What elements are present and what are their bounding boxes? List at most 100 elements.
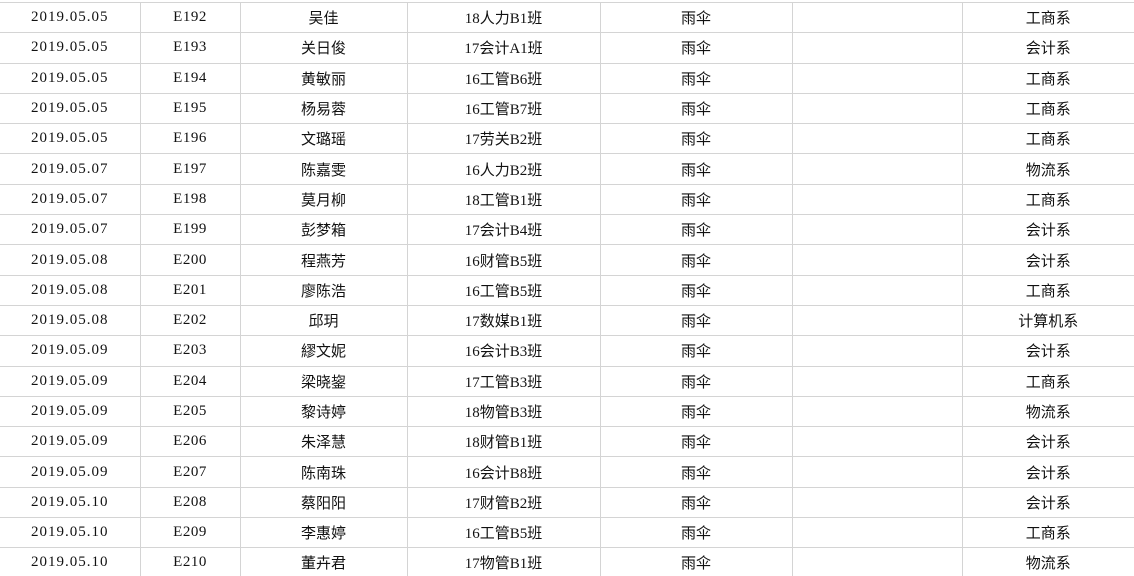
cell-id[interactable]: E203 — [140, 335, 241, 367]
cell-class[interactable]: 17会计B4班 — [407, 214, 601, 246]
cell-id[interactable]: E197 — [140, 153, 241, 185]
cell-department[interactable]: 会计系 — [962, 244, 1134, 276]
cell-empty[interactable] — [792, 517, 963, 549]
cell-class[interactable]: 18人力B1班 — [407, 1, 601, 34]
cell-date[interactable]: 2019.05.10 — [0, 487, 141, 519]
cell-id[interactable]: E209 — [140, 517, 241, 549]
cell-id[interactable]: E198 — [140, 184, 241, 216]
cell-name[interactable]: 陈南珠 — [240, 456, 408, 488]
cell-id[interactable]: E200 — [140, 244, 241, 276]
cell-date[interactable]: 2019.05.05 — [0, 63, 141, 94]
cell-id[interactable]: E196 — [140, 123, 241, 155]
cell-name[interactable]: 程燕芳 — [240, 244, 408, 276]
cell-name[interactable]: 廖陈浩 — [240, 275, 408, 306]
cell-id[interactable]: E194 — [140, 63, 241, 94]
cell-date[interactable]: 2019.05.09 — [0, 426, 141, 458]
cell-empty[interactable] — [792, 487, 963, 519]
cell-class[interactable]: 16会计B3班 — [407, 335, 601, 367]
cell-item[interactable]: 雨伞 — [600, 547, 793, 576]
cell-id[interactable]: E192 — [140, 1, 241, 34]
cell-date[interactable]: 2019.05.09 — [0, 396, 141, 428]
cell-id[interactable]: E208 — [140, 487, 241, 519]
cell-class[interactable]: 18工管B1班 — [407, 184, 601, 216]
cell-item[interactable]: 雨伞 — [600, 487, 793, 519]
cell-class[interactable]: 16财管B5班 — [407, 244, 601, 276]
cell-item[interactable]: 雨伞 — [600, 305, 793, 337]
cell-class[interactable]: 17财管B2班 — [407, 487, 601, 519]
cell-item[interactable]: 雨伞 — [600, 214, 793, 246]
cell-class[interactable]: 16工管B5班 — [407, 517, 601, 549]
cell-class[interactable]: 16工管B6班 — [407, 63, 601, 94]
cell-department[interactable]: 工商系 — [962, 366, 1134, 397]
cell-class[interactable]: 17工管B3班 — [407, 366, 601, 397]
cell-item[interactable]: 雨伞 — [600, 366, 793, 397]
cell-date[interactable]: 2019.05.10 — [0, 547, 141, 576]
cell-id[interactable]: E193 — [140, 32, 241, 64]
cell-date[interactable]: 2019.05.07 — [0, 214, 141, 246]
cell-id[interactable]: E202 — [140, 305, 241, 337]
cell-empty[interactable] — [792, 305, 963, 337]
cell-date[interactable]: 2019.05.05 — [0, 93, 141, 125]
cell-id[interactable]: E206 — [140, 426, 241, 458]
cell-department[interactable]: 工商系 — [962, 184, 1134, 216]
cell-department[interactable]: 物流系 — [962, 153, 1134, 185]
cell-class[interactable]: 16人力B2班 — [407, 153, 601, 185]
cell-item[interactable]: 雨伞 — [600, 1, 793, 34]
cell-empty[interactable] — [792, 32, 963, 64]
cell-department[interactable]: 物流系 — [962, 547, 1134, 576]
cell-empty[interactable] — [792, 123, 963, 155]
cell-date[interactable]: 2019.05.07 — [0, 153, 141, 185]
cell-department[interactable]: 工商系 — [962, 63, 1134, 94]
cell-date[interactable]: 2019.05.09 — [0, 456, 141, 488]
cell-empty[interactable] — [792, 153, 963, 185]
cell-class[interactable]: 18财管B1班 — [407, 426, 601, 458]
cell-date[interactable]: 2019.05.10 — [0, 517, 141, 549]
cell-name[interactable]: 文璐瑶 — [240, 123, 408, 155]
cell-item[interactable]: 雨伞 — [600, 275, 793, 306]
cell-empty[interactable] — [792, 426, 963, 458]
cell-department[interactable]: 会计系 — [962, 456, 1134, 488]
cell-name[interactable]: 蔡阳阳 — [240, 487, 408, 519]
cell-department[interactable]: 会计系 — [962, 487, 1134, 519]
cell-item[interactable]: 雨伞 — [600, 517, 793, 549]
cell-name[interactable]: 梁晓鋆 — [240, 366, 408, 397]
cell-name[interactable]: 莫月柳 — [240, 184, 408, 216]
cell-department[interactable]: 工商系 — [962, 1, 1134, 34]
cell-class[interactable]: 17劳关B2班 — [407, 123, 601, 155]
cell-name[interactable]: 杨易蓉 — [240, 93, 408, 125]
cell-class[interactable]: 17会计A1班 — [407, 32, 601, 64]
cell-date[interactable]: 2019.05.09 — [0, 366, 141, 397]
cell-item[interactable]: 雨伞 — [600, 244, 793, 276]
cell-class[interactable]: 17物管B1班 — [407, 547, 601, 576]
cell-department[interactable]: 工商系 — [962, 123, 1134, 155]
cell-item[interactable]: 雨伞 — [600, 335, 793, 367]
cell-name[interactable]: 董卉君 — [240, 547, 408, 576]
cell-name[interactable]: 繆文妮 — [240, 335, 408, 367]
cell-id[interactable]: E195 — [140, 93, 241, 125]
cell-date[interactable]: 2019.05.08 — [0, 305, 141, 337]
cell-department[interactable]: 物流系 — [962, 396, 1134, 428]
cell-department[interactable]: 计算机系 — [962, 305, 1134, 337]
cell-item[interactable]: 雨伞 — [600, 63, 793, 94]
cell-empty[interactable] — [792, 63, 963, 94]
cell-date[interactable]: 2019.05.07 — [0, 184, 141, 216]
cell-class[interactable]: 16工管B7班 — [407, 93, 601, 125]
cell-department[interactable]: 会计系 — [962, 426, 1134, 458]
cell-empty[interactable] — [792, 214, 963, 246]
cell-id[interactable]: E204 — [140, 366, 241, 397]
cell-class[interactable]: 17数媒B1班 — [407, 305, 601, 337]
cell-item[interactable]: 雨伞 — [600, 456, 793, 488]
cell-empty[interactable] — [792, 275, 963, 306]
cell-name[interactable]: 陈嘉雯 — [240, 153, 408, 185]
cell-name[interactable]: 彭梦箱 — [240, 214, 408, 246]
cell-class[interactable]: 16工管B5班 — [407, 275, 601, 306]
cell-department[interactable]: 会计系 — [962, 214, 1134, 246]
cell-name[interactable]: 关日俊 — [240, 32, 408, 64]
cell-department[interactable]: 工商系 — [962, 517, 1134, 549]
cell-id[interactable]: E199 — [140, 214, 241, 246]
cell-empty[interactable] — [792, 456, 963, 488]
cell-empty[interactable] — [792, 547, 963, 576]
cell-item[interactable]: 雨伞 — [600, 396, 793, 428]
cell-id[interactable]: E210 — [140, 547, 241, 576]
cell-name[interactable]: 朱泽慧 — [240, 426, 408, 458]
